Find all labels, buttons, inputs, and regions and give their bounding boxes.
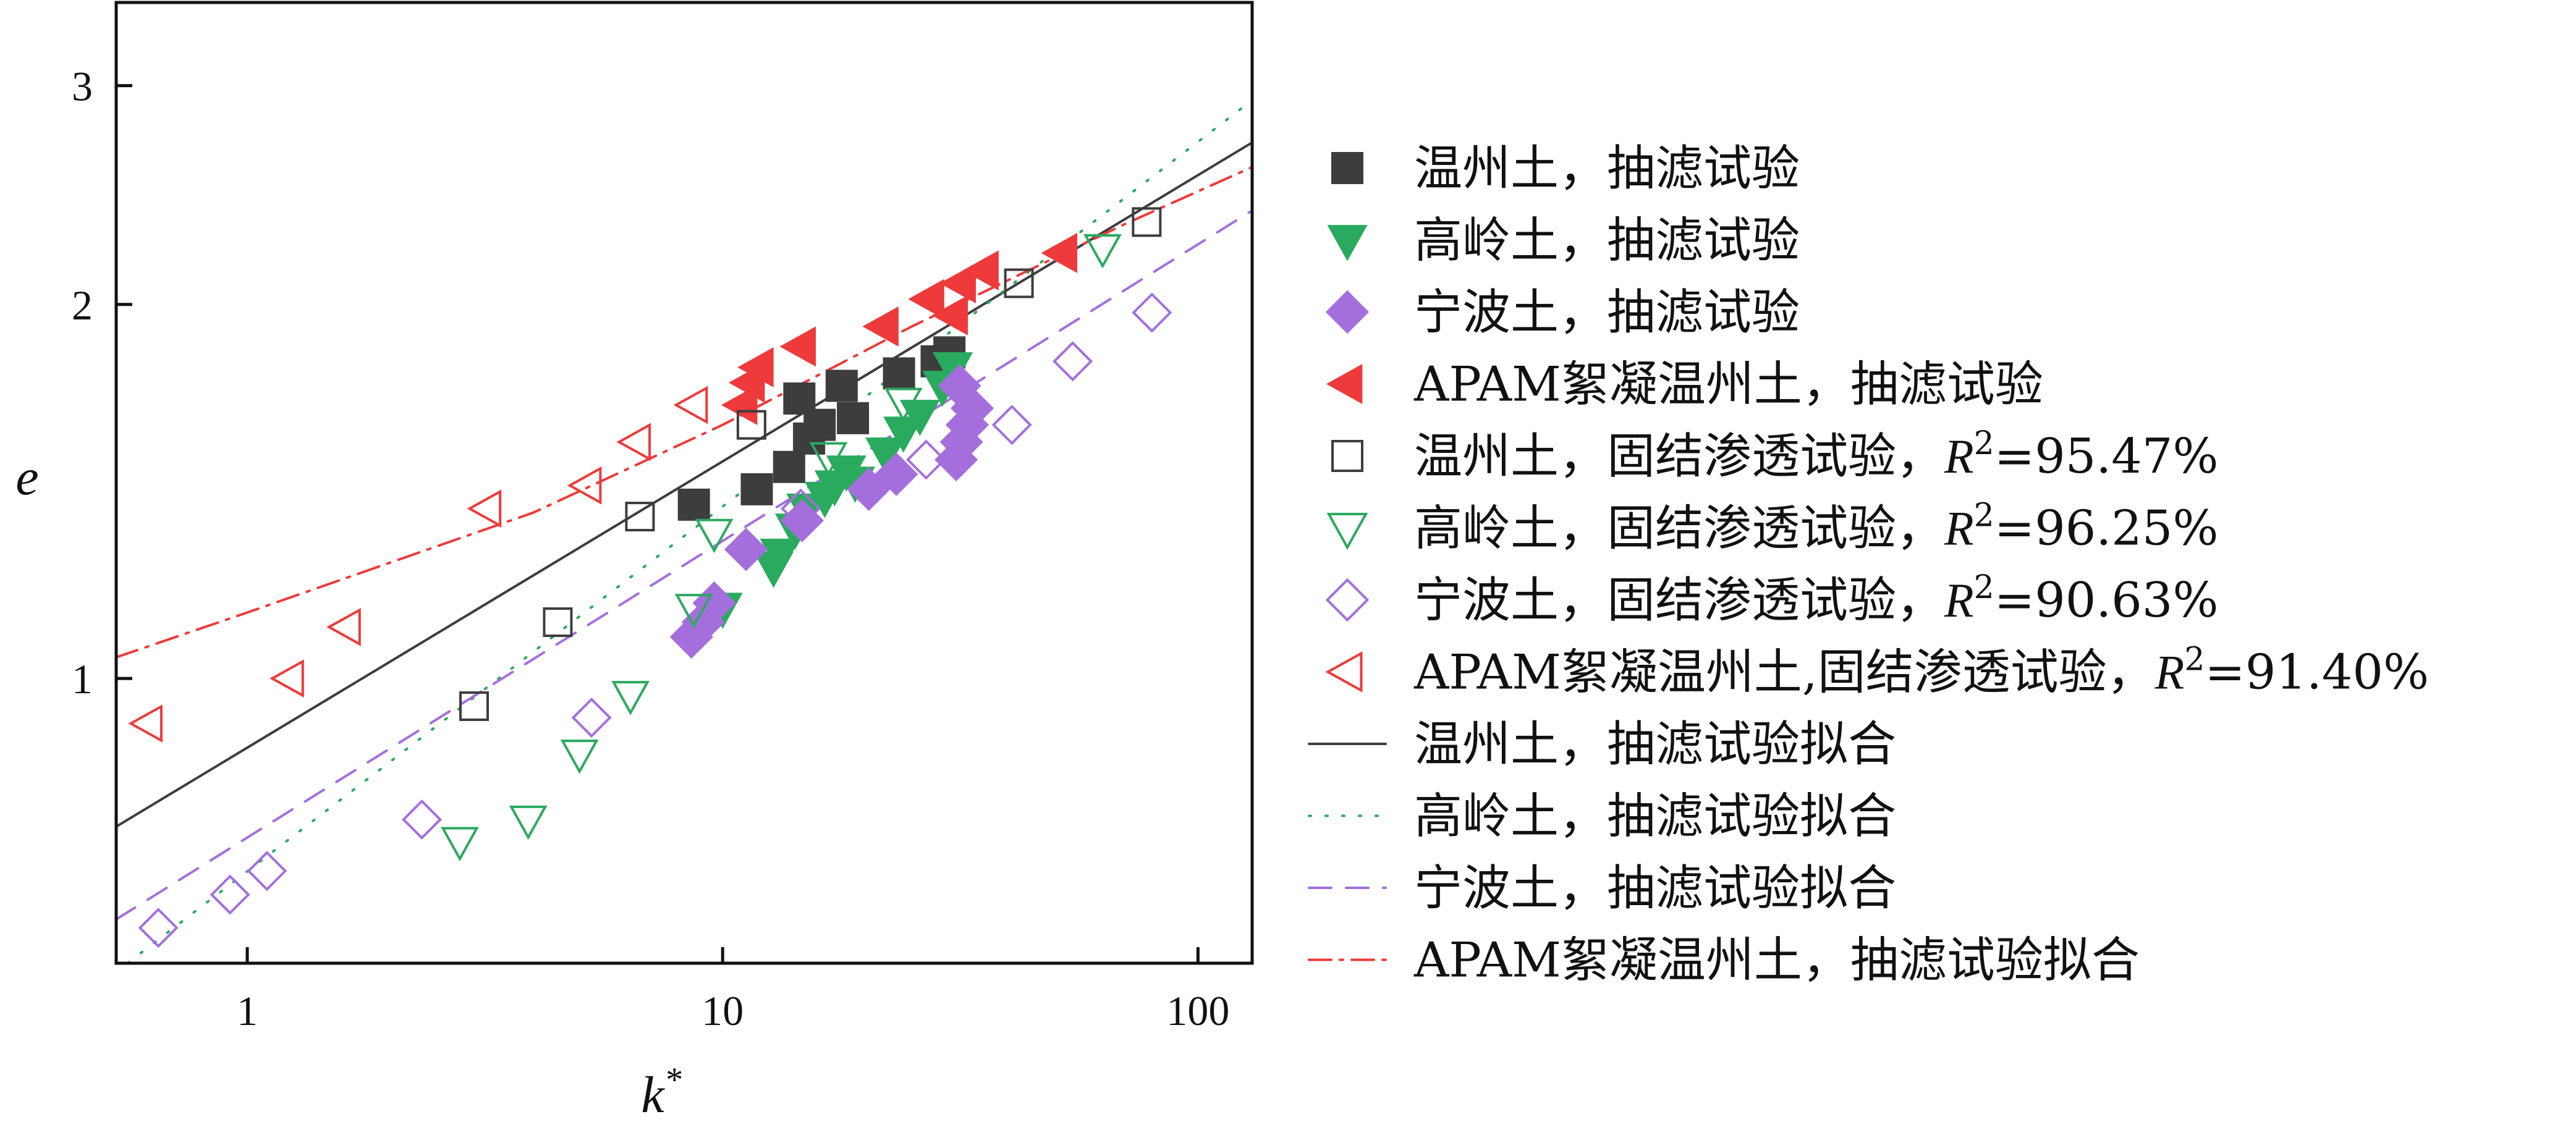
point-wz_filt-7 bbox=[837, 402, 870, 434]
legend-label-ap_filt: APAM絮凝温州土，抽滤试验 bbox=[1413, 357, 2043, 413]
point-nb_cons-6 bbox=[905, 439, 947, 480]
legend-marker-nb_filt bbox=[1325, 290, 1370, 334]
point-ap_cons-3 bbox=[467, 489, 502, 528]
legend-label-nb_fit: 宁波土，抽滤试验拟合 bbox=[1414, 861, 1896, 916]
point-ap_filt-5 bbox=[908, 279, 944, 319]
point-nb_filt-5 bbox=[847, 467, 891, 512]
point-nb_cons-1 bbox=[210, 874, 250, 915]
point-gl_filt-9 bbox=[865, 437, 906, 474]
y-tick-label-2: 2 bbox=[72, 282, 93, 329]
legend-marker-ap_cons bbox=[1325, 651, 1363, 693]
point-ap_filt-2 bbox=[737, 347, 774, 388]
point-wz_cons-1 bbox=[543, 607, 573, 638]
point-ap_cons-0 bbox=[128, 704, 163, 743]
point-ap_filt-9 bbox=[1041, 233, 1078, 274]
point-gl_cons-1 bbox=[509, 805, 548, 840]
point-nb_cons-9 bbox=[1132, 292, 1172, 333]
legend-marker-wz_cons bbox=[1331, 440, 1363, 472]
point-gl_cons-8 bbox=[1083, 234, 1122, 269]
legend-label-gl_fit: 高岭土，抽滤试验拟合 bbox=[1414, 789, 1896, 845]
axis-ticks: 1 10 100 1 2 3 bbox=[72, 63, 1229, 1034]
point-nb_cons-4 bbox=[571, 698, 612, 738]
point-nb_cons-0 bbox=[138, 908, 179, 948]
legend: 温州土，抽滤试验高岭土，抽滤试验宁波土，抽滤试验APAM絮凝温州土，抽滤试验温州… bbox=[1308, 141, 2429, 989]
point-wz_filt-5 bbox=[803, 408, 836, 441]
point-gl_cons-3 bbox=[611, 681, 650, 715]
y-axis-title: e bbox=[15, 449, 38, 506]
point-nb_cons-2 bbox=[247, 851, 287, 892]
point-nb_filt-8 bbox=[939, 420, 983, 464]
point-nb_filt-11 bbox=[938, 364, 981, 408]
legend-marker-nb_cons bbox=[1325, 578, 1370, 622]
point-gl_cons-4 bbox=[674, 594, 713, 628]
point-ap_filt-0 bbox=[721, 385, 758, 426]
fit-line-gl_fit bbox=[126, 99, 1252, 963]
point-ap_filt-6 bbox=[931, 295, 968, 335]
point-nb_filt-3 bbox=[724, 528, 768, 572]
point-gl_cons-0 bbox=[441, 827, 479, 862]
legend-label-gl_filt: 高岭土，抽滤试验 bbox=[1414, 213, 1800, 269]
legend-label-wz_cons: 温州土，固结渗透试验，R2=95.47% bbox=[1414, 425, 2219, 484]
point-gl_cons-5 bbox=[695, 518, 734, 554]
point-ap_cons-6 bbox=[673, 386, 708, 424]
point-ap_filt-3 bbox=[779, 326, 816, 367]
x-tick-label-1: 1 bbox=[237, 987, 258, 1034]
legend-label-wz_filt: 温州土，抽滤试验 bbox=[1414, 141, 1800, 196]
x-axis-title-sup: * bbox=[664, 1061, 682, 1099]
legend-marker-gl_filt bbox=[1327, 225, 1368, 261]
legend-label-gl_cons: 高岭土，固结渗透试验，R2=96.25% bbox=[1414, 497, 2219, 557]
point-ap_cons-4 bbox=[567, 466, 602, 505]
point-wz_cons-2 bbox=[625, 502, 655, 532]
data-points bbox=[128, 207, 1172, 948]
fit-line-wz_fit bbox=[116, 141, 1252, 828]
point-nb_cons-7 bbox=[991, 405, 1032, 445]
fit-line-ap_fit bbox=[116, 166, 1252, 659]
point-gl_filt-2 bbox=[760, 538, 800, 575]
legend-marker-ap_filt bbox=[1326, 364, 1363, 404]
plot-frame bbox=[114, 1, 1254, 965]
legend-label-wz_fit: 温州土，抽滤试验拟合 bbox=[1414, 717, 1896, 772]
point-ap_cons-2 bbox=[326, 608, 361, 646]
point-gl_cons-2 bbox=[560, 740, 599, 774]
point-ap_filt-8 bbox=[962, 250, 999, 291]
point-nb_cons-3 bbox=[402, 799, 443, 840]
point-wz_filt-8 bbox=[883, 357, 915, 390]
point-nb_filt-4 bbox=[780, 499, 824, 542]
point-nb_filt-2 bbox=[692, 581, 736, 625]
fit-line-nb_fit bbox=[116, 209, 1252, 921]
point-gl_cons-7 bbox=[884, 387, 923, 423]
point-nb_cons-5 bbox=[781, 488, 821, 529]
legend-label-nb_cons: 宁波土，固结渗透试验，R2=90.63% bbox=[1414, 569, 2219, 628]
fit-lines bbox=[116, 99, 1252, 963]
point-nb_cons-8 bbox=[1053, 341, 1093, 382]
legend-marker-wz_filt bbox=[1331, 152, 1363, 184]
x-axis-title: k* bbox=[641, 1061, 681, 1122]
legend-label-ap_fit: APAM絮凝温州土，抽滤试验拟合 bbox=[1413, 933, 2140, 989]
point-nb_filt-6 bbox=[875, 452, 918, 496]
point-ap_cons-1 bbox=[269, 659, 304, 698]
point-wz_filt-6 bbox=[825, 369, 858, 402]
x-tick-label-100: 100 bbox=[1166, 987, 1229, 1034]
legend-label-ap_cons: APAM絮凝温州土,固结渗透试验，R2=91.40% bbox=[1413, 641, 2429, 701]
y-tick-label-1: 1 bbox=[72, 656, 93, 702]
point-wz_filt-1 bbox=[740, 473, 773, 505]
point-wz_cons-3 bbox=[736, 410, 766, 440]
point-wz_cons-0 bbox=[459, 691, 489, 721]
point-gl_cons-6 bbox=[809, 442, 848, 477]
point-gl_filt-13 bbox=[933, 352, 973, 389]
point-wz_cons-4 bbox=[1004, 268, 1034, 298]
point-wz_filt-2 bbox=[773, 450, 805, 483]
y-tick-label-3: 3 bbox=[72, 63, 93, 110]
point-ap_filt-7 bbox=[939, 263, 976, 304]
point-wz_filt-0 bbox=[677, 488, 710, 521]
point-ap_cons-5 bbox=[616, 423, 651, 462]
point-wz_cons-5 bbox=[1132, 207, 1162, 237]
x-tick-label-10: 10 bbox=[701, 987, 744, 1034]
point-gl_filt-10 bbox=[883, 416, 924, 453]
legend-marker-gl_cons bbox=[1326, 513, 1368, 550]
legend-label-nb_filt: 宁波土，抽滤试验 bbox=[1414, 285, 1800, 340]
point-ap_filt-4 bbox=[862, 306, 899, 347]
